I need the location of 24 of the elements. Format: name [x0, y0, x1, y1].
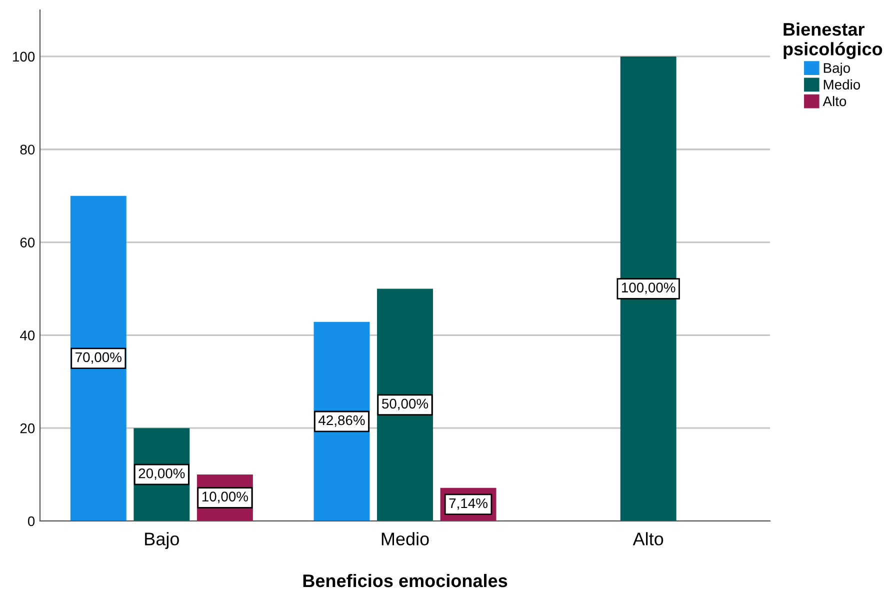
legend-label: Medio	[824, 79, 860, 90]
data-label: 42,86%	[318, 415, 365, 427]
x-tick-label: Medio	[382, 532, 429, 546]
bar	[314, 322, 370, 521]
y-tick-label: 60	[20, 238, 35, 248]
data-label: 70,00%	[76, 352, 122, 364]
x-tick-label: Alto	[632, 532, 664, 546]
y-tick-label: 0	[28, 516, 35, 526]
data-label: 20,00%	[138, 468, 185, 480]
data-label: 50,00%	[382, 398, 428, 410]
y-tick-label: 100	[13, 52, 35, 62]
y-tick-label: 80	[20, 144, 35, 155]
x-axis-title: Beneficios emocionales	[303, 574, 508, 588]
data-label: 10,00%	[202, 492, 248, 504]
bar	[70, 196, 126, 521]
data-label: 7,14%	[449, 498, 488, 510]
data-label: 100,00%	[622, 282, 676, 294]
x-tick-label: Bajo	[145, 532, 179, 549]
legend-title: Bienestar psicológico	[784, 22, 882, 60]
legend-label: Alto	[822, 96, 846, 106]
legend-label: Bajo	[824, 62, 850, 76]
bar	[377, 288, 433, 521]
y-tick-label: 20	[20, 423, 35, 434]
y-tick-label: 40	[20, 330, 35, 340]
